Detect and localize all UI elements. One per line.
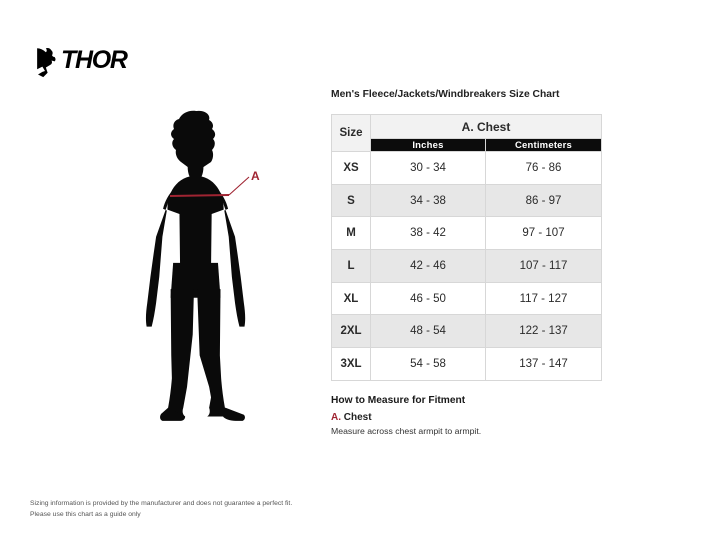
svg-text:A: A [251,169,260,183]
